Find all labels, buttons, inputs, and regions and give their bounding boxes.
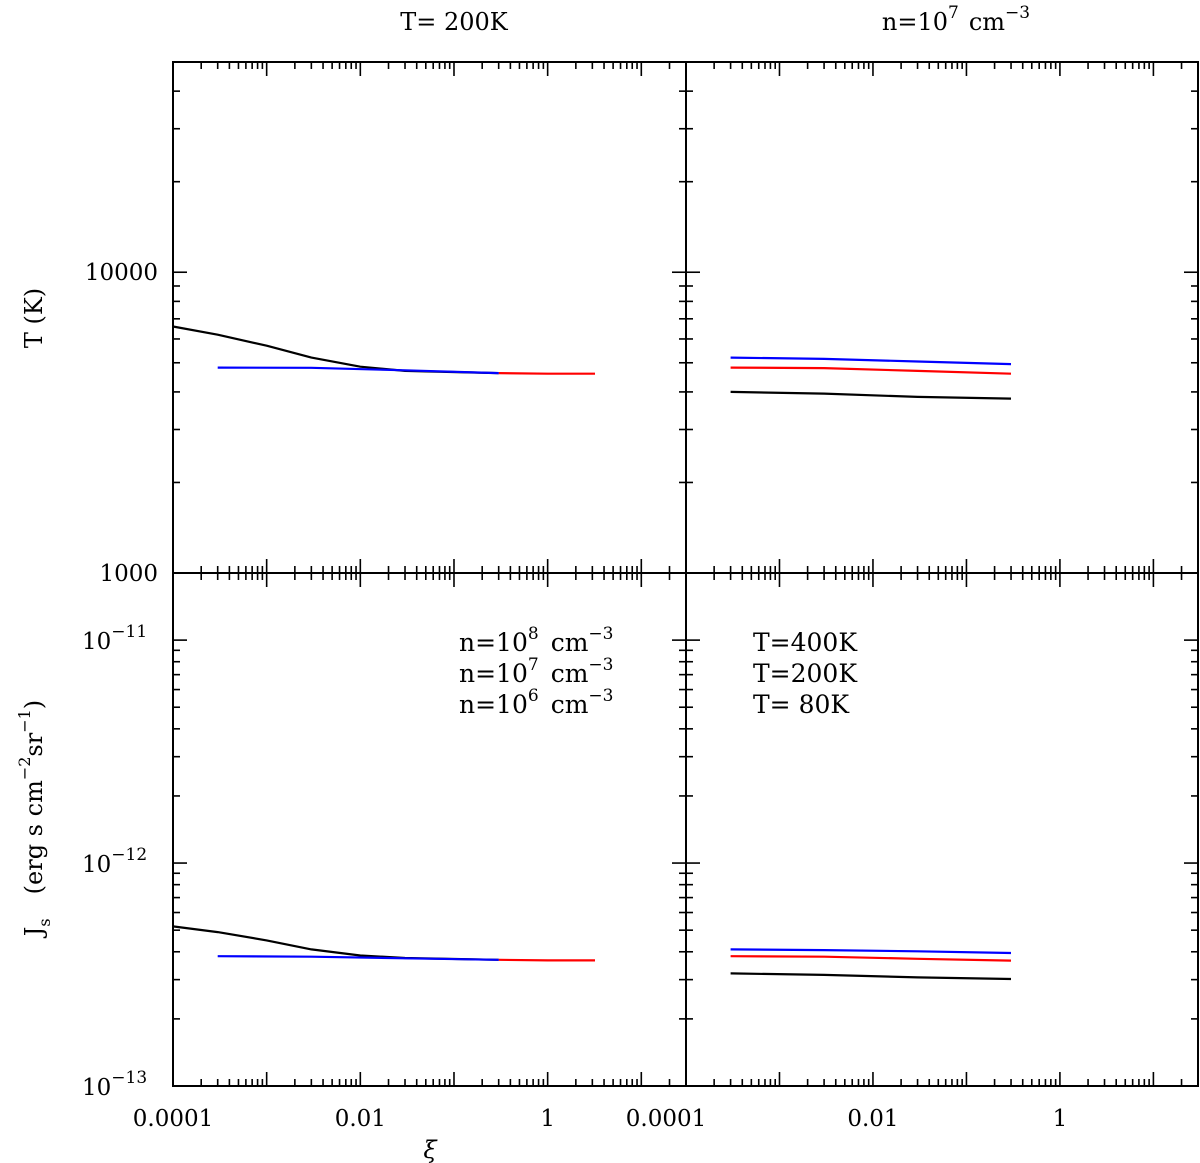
plot-frame bbox=[685, 572, 1199, 1087]
legend-exp: 7 bbox=[528, 655, 539, 675]
ylabel-close: ) bbox=[20, 700, 48, 709]
ytick-base: 10 bbox=[82, 852, 111, 878]
series-line-0 bbox=[172, 325, 499, 375]
ytick-label-bottom: 10−13 bbox=[82, 1068, 147, 1101]
series-line-1 bbox=[498, 372, 595, 375]
series-line-1 bbox=[498, 958, 595, 962]
legend-item-density: n=108 cm−3 bbox=[459, 624, 613, 657]
legend-unit-exp: −3 bbox=[588, 686, 613, 706]
legend-unit-exp: −3 bbox=[588, 624, 613, 644]
title-base: n=10 bbox=[882, 8, 948, 36]
legend-item-density: n=106 cm−3 bbox=[459, 686, 613, 719]
ytick-base: 10 bbox=[82, 1075, 111, 1101]
legend-unit-exp: −3 bbox=[588, 655, 613, 675]
ylabel-main: (erg s cm bbox=[20, 780, 48, 894]
series-line-0 bbox=[730, 356, 1012, 366]
x-axis-label: ξ bbox=[423, 1136, 438, 1163]
panel-bottom-left bbox=[172, 572, 687, 1087]
legend-exp: 8 bbox=[528, 624, 539, 644]
xtick-label-right: 0.01 bbox=[847, 1106, 898, 1132]
series-line-2 bbox=[730, 390, 1012, 400]
ytick-exp: −13 bbox=[111, 1068, 147, 1088]
panel-top-left bbox=[172, 61, 687, 574]
ytick-exp: −12 bbox=[111, 845, 147, 865]
ytick-exp: −11 bbox=[111, 622, 147, 642]
plot-frame bbox=[172, 61, 687, 574]
ytick-label-top: 1000 bbox=[99, 561, 158, 587]
series-line-0 bbox=[730, 948, 1012, 955]
legend-item-density: n=107 cm−3 bbox=[459, 655, 613, 688]
series-line-2 bbox=[730, 972, 1012, 981]
ylabel-exp2: −1 bbox=[15, 709, 34, 733]
legend-unit: cm bbox=[551, 659, 589, 688]
plot-frame bbox=[685, 61, 1199, 574]
ylabel-sr: sr bbox=[20, 732, 48, 756]
series-line-1 bbox=[730, 366, 1012, 375]
legend-unit: cm bbox=[551, 628, 589, 657]
panel-bottom-right bbox=[685, 572, 1199, 1087]
legend-base: n=10 bbox=[459, 628, 528, 657]
xtick-label-right: 1 bbox=[1053, 1106, 1068, 1132]
xtick-label-right: 0.0001 bbox=[626, 1106, 706, 1132]
ytick-base: 10 bbox=[82, 629, 111, 655]
legend-unit: cm bbox=[551, 690, 589, 719]
title-unit: cm bbox=[969, 8, 1005, 36]
ytick-label-bottom: 10−12 bbox=[82, 845, 147, 878]
panel-title-right: n=107 cm−3 bbox=[882, 3, 1030, 36]
ytick-label-bottom: 10−11 bbox=[82, 622, 147, 655]
title-unit-exp: −3 bbox=[1005, 3, 1030, 23]
y-axis-label-top: T (K) bbox=[20, 288, 48, 348]
series-line-0 bbox=[172, 925, 499, 961]
ylabel-sub: s bbox=[35, 918, 54, 926]
series-line-2 bbox=[217, 955, 499, 961]
legend-base: n=10 bbox=[459, 659, 528, 688]
xtick-label-left: 1 bbox=[540, 1106, 555, 1132]
title-exp: 7 bbox=[948, 3, 959, 23]
xtick-label-left: 0.01 bbox=[335, 1106, 386, 1132]
panel-title-left: T= 200K bbox=[400, 8, 509, 36]
legend-base: n=10 bbox=[459, 690, 528, 719]
series-line-2 bbox=[217, 366, 499, 375]
legend-item-temperature: T=400K bbox=[753, 628, 858, 657]
y-axis-label-bottom: Js (erg s cm−2sr−1) bbox=[15, 700, 54, 939]
ytick-label-top: 10000 bbox=[85, 260, 158, 286]
series-line-1 bbox=[730, 955, 1012, 962]
legend-item-temperature: T= 80K bbox=[753, 690, 850, 719]
panel-top-right bbox=[685, 61, 1199, 574]
legend-exp: 6 bbox=[528, 686, 539, 706]
legend-item-temperature: T=200K bbox=[753, 659, 858, 688]
ylabel-j: J bbox=[20, 927, 48, 940]
plot-frame bbox=[172, 572, 687, 1087]
ylabel-exp1: −2 bbox=[15, 757, 34, 781]
xtick-label-left: 0.0001 bbox=[133, 1106, 213, 1132]
